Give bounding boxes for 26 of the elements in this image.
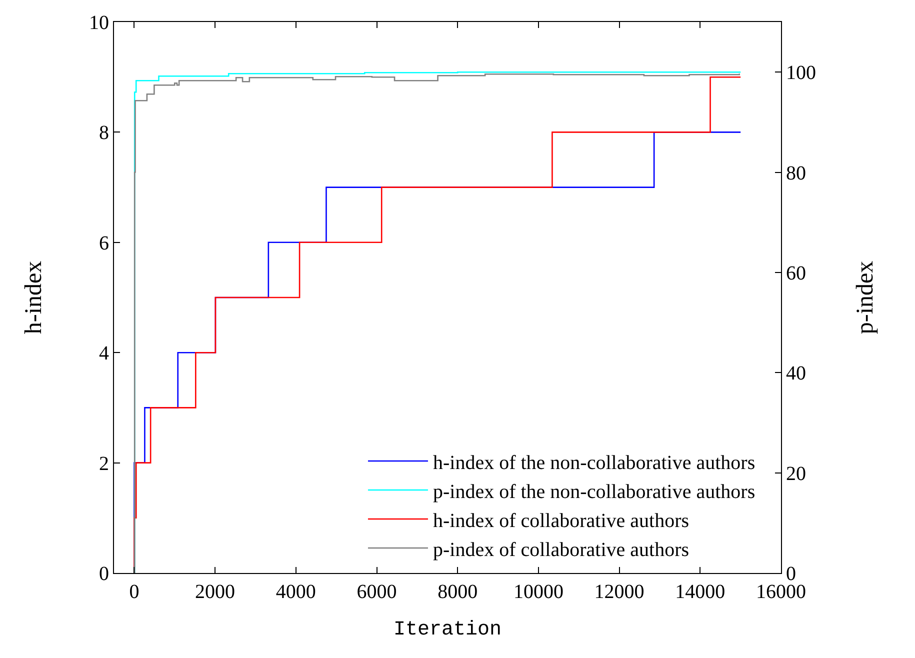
x-axis-title: Iteration	[393, 618, 502, 642]
y2-tick-label: 80	[786, 162, 806, 184]
y2-tick-label: 60	[786, 262, 806, 284]
x-tick-label: 4000	[276, 581, 316, 603]
x-tick-label: 6000	[356, 581, 397, 603]
x-tick-label: 12000	[594, 581, 644, 603]
x-tick-label: 2000	[195, 581, 236, 603]
y-tick-label: 10	[89, 12, 109, 34]
x-tick-label: 10000	[513, 581, 564, 603]
y-tick-label: 6	[99, 232, 109, 254]
x-tick-label: 8000	[438, 581, 478, 603]
y2-tick-label: 100	[786, 62, 816, 84]
legend-label: p-index of the non-collaborative authors	[432, 480, 756, 503]
y2-tick-label: 40	[786, 362, 806, 385]
y-tick-label: 0	[99, 563, 109, 585]
legend-label: p-index of collaborative authors	[432, 538, 690, 561]
y2-tick-label: 20	[786, 462, 806, 485]
y-axis-title: h-index	[21, 260, 48, 334]
y-tick-label: 4	[99, 342, 109, 365]
legend-label: h-index of the non-collaborative authors	[432, 452, 756, 474]
x-tick-label: 14000	[675, 581, 726, 603]
y-tick-label: 2	[99, 452, 109, 475]
x-tick-label: 0	[129, 581, 140, 603]
y2-axis-title: p-index	[852, 260, 878, 334]
y-tick-label: 8	[99, 122, 109, 144]
legend-label: h-index of collaborative authors	[432, 510, 690, 532]
